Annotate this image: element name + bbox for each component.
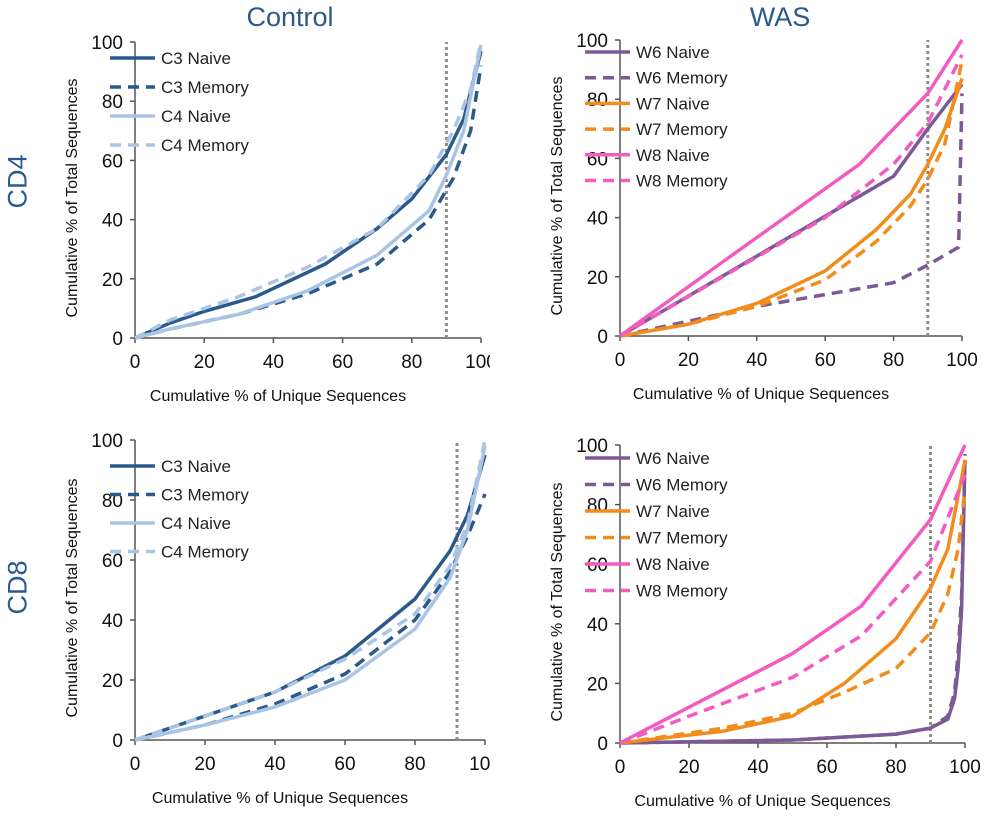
legend-label-c3-naive: C3 Naive [161,49,231,68]
x-tick-label: 100 [946,350,978,371]
legend-label-w7-naive: W7 Naive [636,94,710,113]
y-tick-label: 100 [576,436,608,457]
x-axis-label: Cumulative % of Unique Sequences [150,388,406,405]
y-tick-label: 80 [587,496,608,517]
y-tick-label: 60 [102,151,123,172]
series-line-c4-naive [134,44,483,340]
x-tick-label: 80 [885,757,906,778]
x-tick-label: 40 [746,350,767,371]
x-tick-label: 100 [949,757,981,778]
x-tick-label: 80 [404,754,425,775]
x-tick-label: 80 [883,350,904,371]
legend-label-w7-naive: W7 Naive [636,502,710,521]
x-tick-label: 0 [130,352,141,373]
x-tick-label: 20 [194,352,215,373]
y-axis-label: Cumulative % of Total Sequences [64,79,81,318]
x-tick-label: 60 [332,352,353,373]
legend-label-c3-memory: C3 Memory [161,486,249,505]
legend-label-w6-memory: W6 Memory [636,69,728,88]
series-line-w7-naive [619,459,967,745]
col-title-was: WAS [749,2,811,32]
row-title-cd8: CD8 [2,560,33,615]
legend-label-c3-memory: C3 Memory [161,78,249,97]
y-tick-label: 20 [102,671,123,692]
legend-label-w6-naive: W6 Naive [636,449,710,468]
y-tick-label: 100 [91,431,123,452]
series-line-c3-naive [134,50,483,340]
x-tick-label: 60 [815,350,836,371]
y-tick-label: 40 [587,615,608,636]
series-line-w8-memory [619,54,964,338]
legend-label-w7-memory: W7 Memory [636,120,728,139]
legend-label-w6-naive: W6 Naive [636,43,710,62]
y-tick-label: 60 [102,551,123,572]
series-line-w6-memory [619,453,967,745]
series-line-w7-memory [619,60,964,338]
series-line-w7-memory [619,489,967,745]
legend-label-c4-memory: C4 Memory [161,136,249,155]
x-tick-label: 20 [194,754,215,775]
x-tick-label: 100 [465,352,490,373]
legend-label-w8-memory: W8 Memory [636,582,728,601]
col-title-control: Control [246,2,334,32]
x-axis-label: Cumulative % of Unique Sequences [633,386,889,403]
legend-label-w7-memory: W7 Memory [636,529,728,548]
y-tick-label: 40 [102,611,123,632]
x-tick-label: 20 [678,757,699,778]
y-tick-label: 80 [102,92,123,113]
x-tick-label: 60 [816,757,837,778]
legend-label-c4-naive: C4 Naive [161,107,231,126]
legend-label-w8-memory: W8 Memory [636,172,728,191]
y-tick-label: 0 [597,327,608,348]
y-tick-label: 40 [587,209,608,230]
y-axis-label: Cumulative % of Total Sequences [549,77,566,316]
series-line-w8-naive [619,444,967,745]
series-line-w8-naive [618,39,964,338]
y-tick-label: 20 [102,270,123,291]
y-tick-label: 40 [102,211,123,232]
legend-label-w6-memory: W6 Memory [636,476,728,495]
x-axis-label: Cumulative % of Unique Sequences [152,790,408,807]
y-tick-label: 60 [587,149,608,170]
x-tick-label: 0 [615,350,626,371]
y-tick-label: 80 [587,90,608,111]
x-tick-label: 60 [334,754,355,775]
series-line-c4-memory [134,439,487,742]
legend-label-c4-naive: C4 Naive [161,514,231,533]
x-axis-label: Cumulative % of Unique Sequences [634,793,890,810]
legend-label-w8-naive: W8 Naive [636,555,710,574]
series-line-c4-memory [134,41,483,340]
x-tick-label: 0 [615,757,626,778]
x-tick-label: 80 [401,352,422,373]
legend-label-w8-naive: W8 Naive [636,146,710,165]
x-tick-label: 100 [469,754,490,775]
x-tick-label: 0 [130,754,141,775]
y-tick-label: 20 [587,268,608,289]
series-line-w6-naive [619,83,964,338]
x-tick-label: 20 [678,350,699,371]
row-title-cd4: CD4 [2,154,33,209]
series-line-c3-naive [134,454,487,742]
y-tick-label: 20 [587,674,608,695]
legend-label-c3-naive: C3 Naive [161,457,231,476]
y-tick-label: 0 [597,734,608,755]
x-tick-label: 40 [264,754,285,775]
y-tick-label: 100 [91,33,123,54]
y-tick-label: 0 [112,731,123,752]
series-line-w8-memory [619,474,967,745]
x-tick-label: 40 [263,352,284,373]
y-tick-label: 100 [576,31,608,52]
y-axis-label: Cumulative % of Total Sequences [549,483,566,722]
legend-label-c4-memory: C4 Memory [161,543,249,562]
chart-cd4-was: 0 20 40 60 80 100 0 20 40 60 80 100 Cumulative % of … [549,31,978,403]
y-tick-label: 0 [112,329,123,350]
series-line-c4-naive [134,445,487,742]
x-tick-label: 40 [747,757,768,778]
chart-cd4-control: 0 20 40 60 80 100 0 20 40 60 80 100 Cumulative % of … [64,33,490,405]
y-axis-label: Cumulative % of Total Sequences [64,479,81,718]
